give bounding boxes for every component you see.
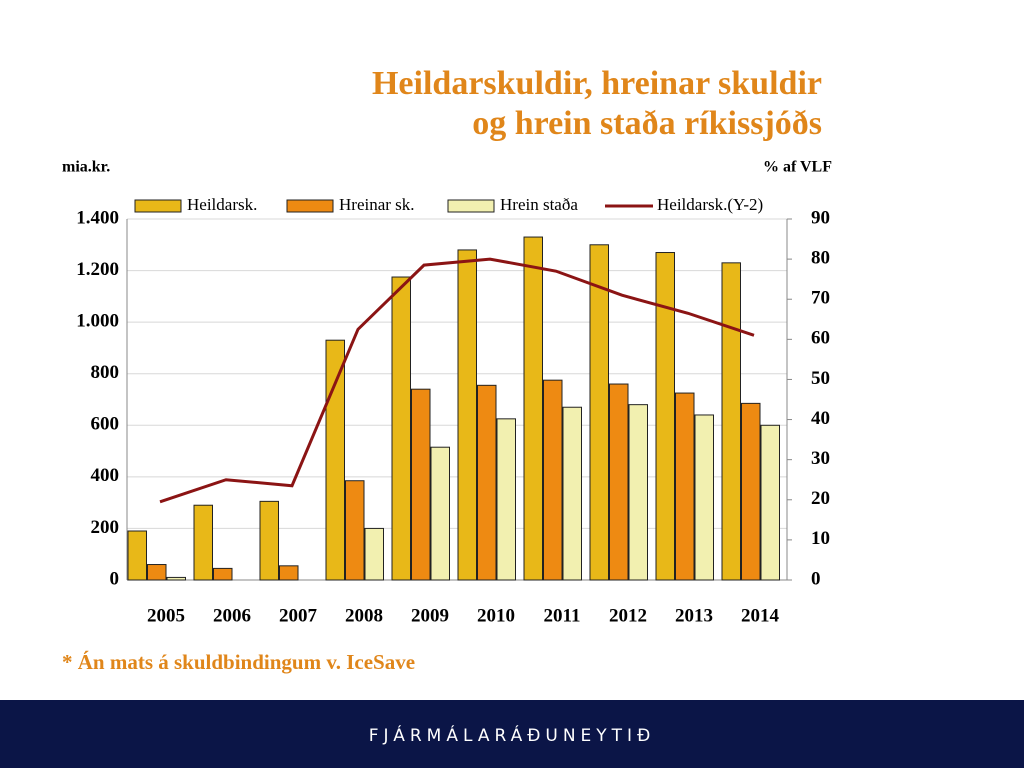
y2-tick-label: 30 (811, 448, 830, 469)
bar (193, 504, 213, 581)
bar (127, 530, 147, 581)
x-tick-label: 2006 (213, 605, 251, 626)
bar (741, 402, 761, 581)
x-tick-label: 2008 (345, 605, 383, 626)
bar (430, 446, 450, 581)
bar (166, 576, 186, 581)
chart-title: Heildarskuldir, hreinar skuldir (372, 65, 822, 102)
bar (694, 414, 714, 581)
y2-tick-label: 20 (811, 488, 830, 509)
legend-label: Heildarsk.(Y-2) (657, 195, 763, 214)
bar (543, 379, 563, 581)
y2-tick-label: 50 (811, 368, 830, 389)
annotation: * Án mats á skuldbindingum v. IceSave (62, 650, 415, 674)
bar (477, 384, 497, 581)
x-tick-label: 2012 (609, 605, 647, 626)
y2-tick-label: 70 (811, 288, 830, 309)
y2-tick-label: 60 (811, 328, 830, 349)
y-tick-label: 1.200 (76, 259, 119, 280)
bar (628, 404, 648, 581)
legend-swatch (134, 199, 182, 213)
bar (279, 565, 299, 581)
bar (147, 564, 167, 581)
x-tick-label: 2013 (675, 605, 713, 626)
bar (655, 252, 675, 581)
y2-tick-label: 0 (811, 568, 821, 589)
x-tick-label: 2010 (477, 605, 515, 626)
bar (259, 500, 279, 581)
y-tick-label: 400 (91, 465, 120, 486)
legend-label: Hrein staða (500, 195, 578, 214)
legend-swatch (447, 199, 495, 213)
bar (721, 262, 741, 581)
bar (589, 244, 609, 581)
bar (325, 339, 345, 581)
footer-band (0, 700, 1024, 768)
bar (523, 236, 543, 581)
x-tick-label: 2011 (544, 605, 581, 626)
bar (496, 418, 516, 581)
y-tick-label: 0 (110, 568, 120, 589)
legend-swatch (286, 199, 334, 213)
y-tick-label: 200 (91, 517, 120, 538)
y-axis-label: mia.kr. (62, 159, 110, 176)
y-tick-label: 600 (91, 414, 120, 435)
bar (760, 424, 780, 581)
x-tick-label: 2005 (147, 605, 185, 626)
legend-label: Hreinar sk. (339, 195, 415, 214)
y2-axis-label: % af VLF (763, 159, 832, 176)
y2-tick-label: 40 (811, 408, 830, 429)
bar (675, 392, 695, 581)
bar (345, 480, 365, 581)
y-tick-label: 1.000 (76, 311, 119, 332)
y2-tick-label: 10 (811, 528, 830, 549)
y-tick-label: 800 (91, 362, 120, 383)
y-tick-label: 1.400 (76, 207, 119, 228)
line-series (159, 257, 755, 504)
y2-tick-label: 90 (811, 207, 830, 228)
y2-tick-label: 80 (811, 247, 830, 268)
legend-label: Heildarsk. (187, 195, 257, 214)
bar (364, 527, 384, 581)
bar (411, 388, 431, 581)
x-tick-label: 2009 (411, 605, 449, 626)
bar (562, 406, 582, 581)
footer-text: FJÁRMÁLARÁÐUNEYTIÐ (369, 724, 656, 746)
chart-title: og hrein staða ríkissjóðs (472, 105, 822, 142)
x-tick-label: 2014 (741, 605, 780, 626)
x-tick-label: 2007 (279, 605, 318, 626)
bar (213, 567, 233, 581)
bar (391, 276, 411, 581)
bar (609, 383, 629, 581)
bar (457, 249, 477, 581)
